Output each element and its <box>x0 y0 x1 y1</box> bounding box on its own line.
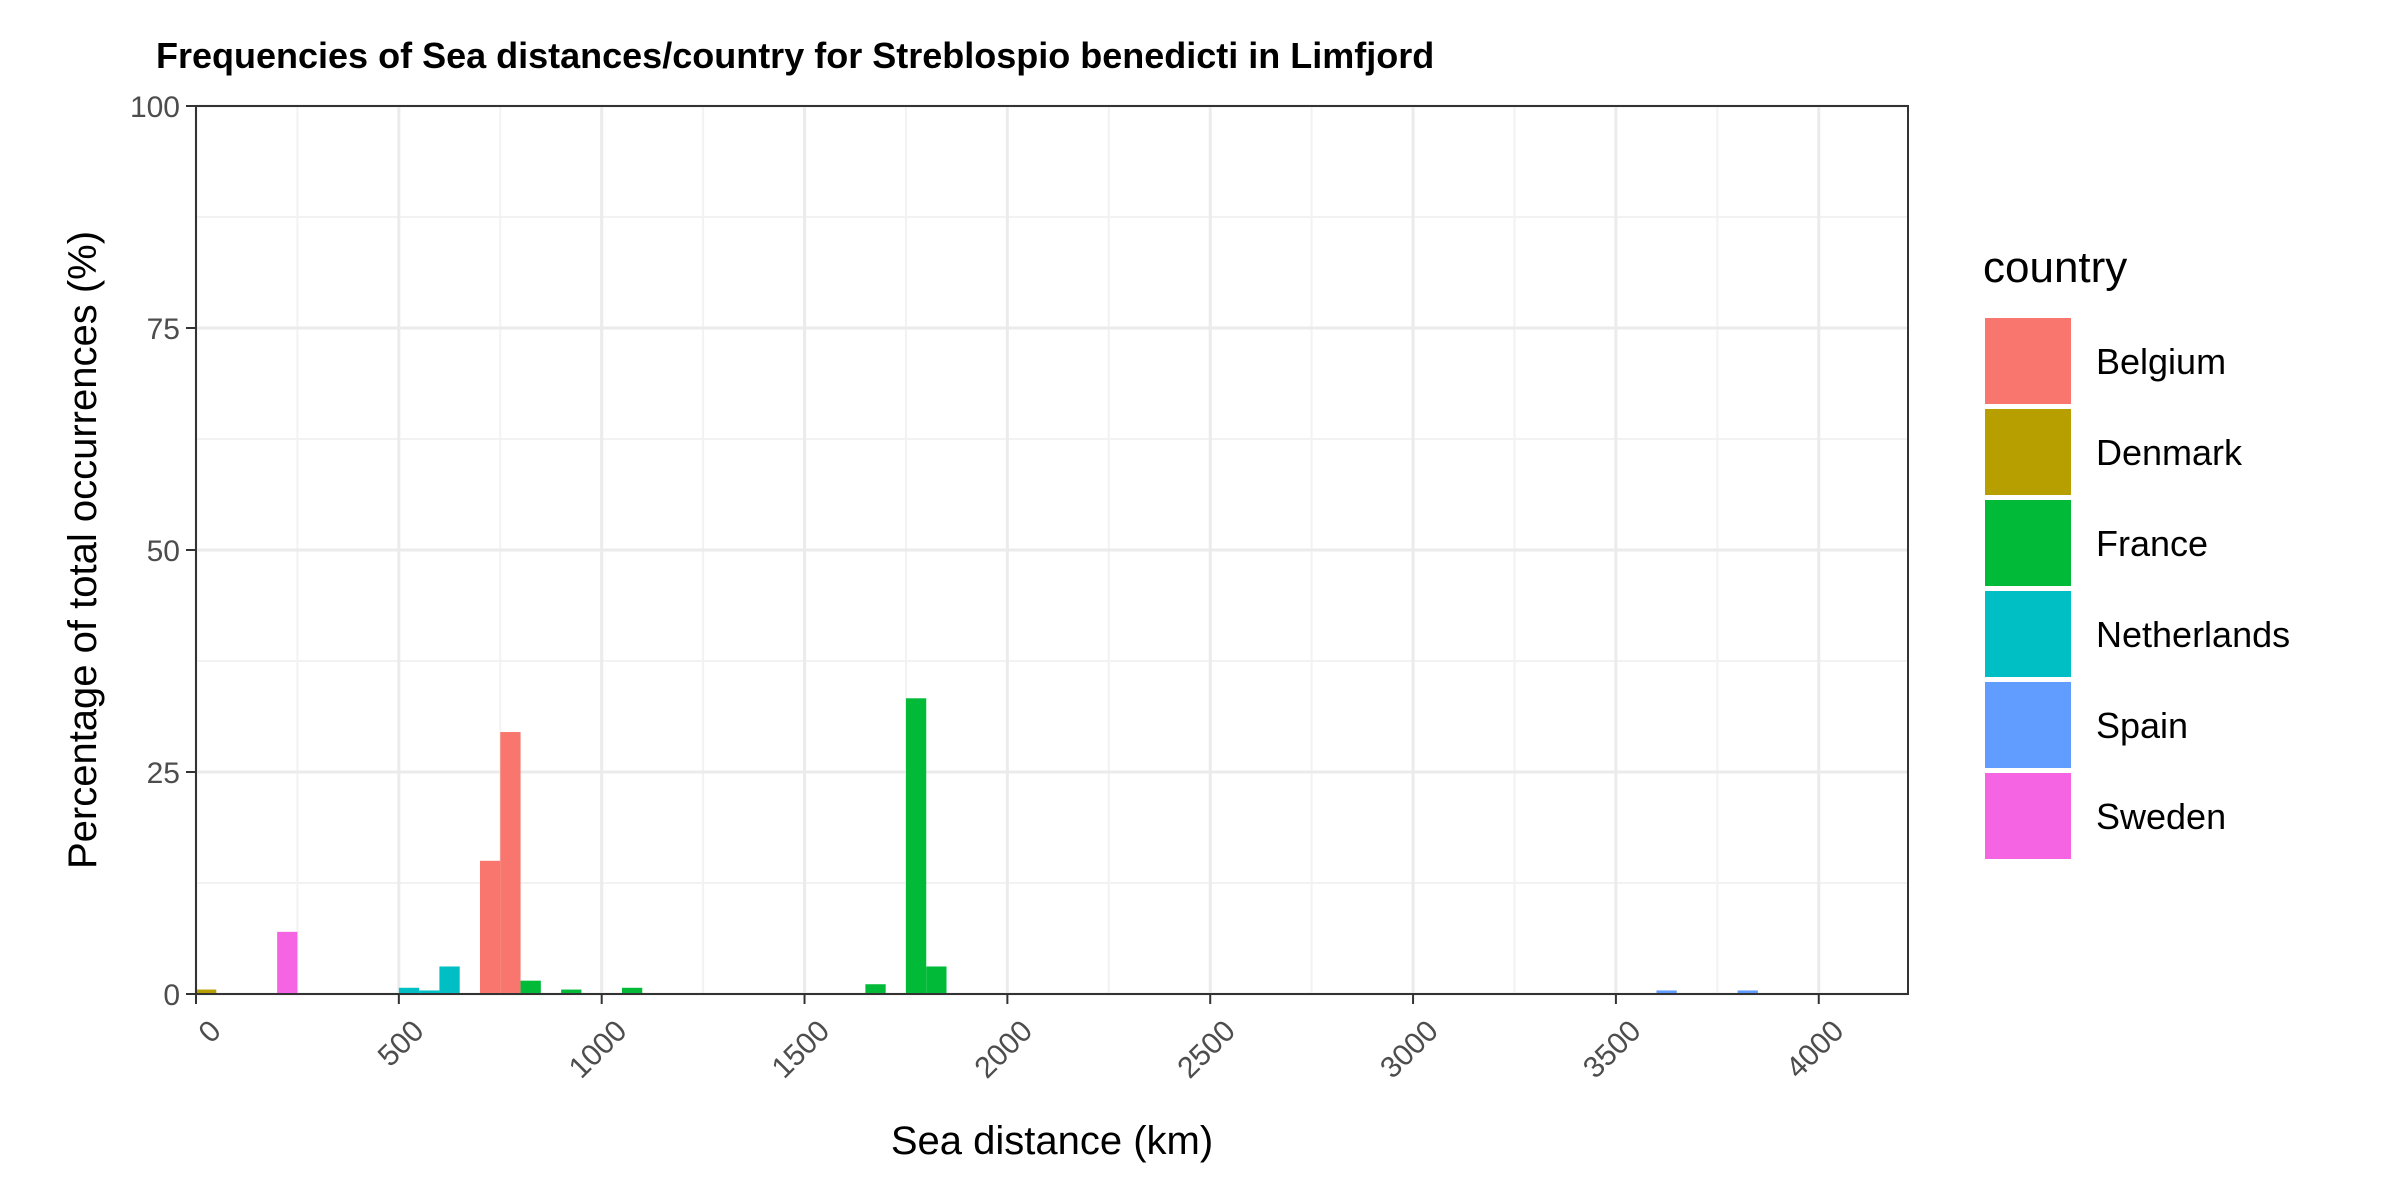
bar-france <box>621 987 643 994</box>
bar-france <box>926 966 947 994</box>
x-tick-label: 500 <box>372 1014 431 1073</box>
y-tick-label: 0 <box>163 979 180 1012</box>
y-axis-title: Percentage of total occurrences (%) <box>61 231 105 869</box>
x-tick-label: 1000 <box>563 1014 634 1085</box>
legend-key-denmark <box>1985 409 2071 495</box>
bar-france <box>865 984 886 994</box>
legend-key-france <box>1985 500 2071 586</box>
x-tick-label: 4000 <box>1780 1014 1851 1085</box>
bar-netherlands <box>419 990 440 994</box>
legend: country Belgium Denmark France Netherlands S… <box>1983 243 2290 859</box>
bar-spain <box>1656 990 1677 994</box>
x-tick-label: 2000 <box>968 1014 1039 1085</box>
legend-key-spain <box>1985 682 2071 768</box>
legend-key-sweden <box>1985 773 2071 859</box>
bar-france <box>905 698 927 994</box>
legend-label-denmark: Denmark <box>2096 432 2243 473</box>
x-tick-label: 2500 <box>1171 1014 1242 1085</box>
legend-key-belgium <box>1985 318 2071 404</box>
legend-label-spain: Spain <box>2096 705 2188 746</box>
x-tick-label: 3500 <box>1577 1014 1648 1085</box>
legend-label-sweden: Sweden <box>2096 796 2226 837</box>
x-axis-title: Sea distance (km) <box>891 1119 1213 1163</box>
legend-key-netherlands <box>1985 591 2071 677</box>
legend-label-france: France <box>2096 523 2208 564</box>
legend-label-netherlands: Netherlands <box>2096 614 2290 655</box>
x-tick-label: 1500 <box>766 1014 837 1085</box>
y-tick-label: 50 <box>147 535 180 568</box>
x-tick-label: 3000 <box>1374 1014 1445 1085</box>
bar-belgium <box>500 732 521 994</box>
bar-netherlands <box>439 966 460 994</box>
bar-denmark <box>196 989 217 994</box>
y-tick-label: 100 <box>130 91 180 124</box>
bars <box>196 698 1758 994</box>
bar-sweden <box>277 931 298 994</box>
bar-belgium <box>479 860 501 994</box>
legend-title: country <box>1983 243 2127 292</box>
bar-france <box>561 989 582 994</box>
bar-france <box>520 980 541 994</box>
y-axis: 0 25 50 75 100 <box>130 91 196 1012</box>
bar-spain <box>1737 990 1758 994</box>
x-tick-label: 0 <box>193 1014 228 1049</box>
y-tick-label: 75 <box>147 313 180 346</box>
plot-panel <box>194 104 1909 996</box>
legend-label-belgium: Belgium <box>2096 341 2226 382</box>
chart-title: Frequencies of Sea distances/country for… <box>156 35 1434 76</box>
bar-netherlands <box>398 987 420 994</box>
y-tick-label: 25 <box>147 757 180 790</box>
x-axis: 0 500 1000 1500 2000 2500 3000 3500 4000 <box>193 994 1851 1085</box>
